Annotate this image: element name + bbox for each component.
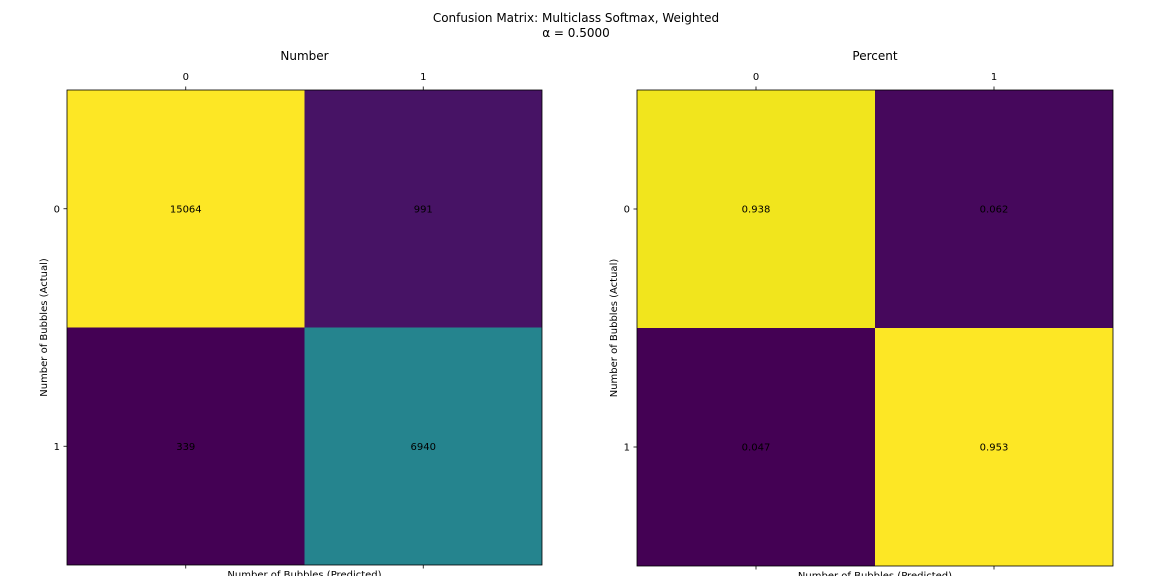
heatmap-cell-r1-c0 bbox=[67, 327, 305, 565]
figure-title: Confusion Matrix: Multiclass Softmax, We… bbox=[433, 11, 719, 25]
cell-value-label: 0.062 bbox=[980, 205, 1009, 216]
axes-frame bbox=[636, 89, 1114, 567]
cell-value-label: 0.047 bbox=[742, 443, 771, 454]
y-axis-label: Number of Bubbles (Actual) bbox=[609, 259, 620, 398]
axes-frame bbox=[66, 89, 543, 566]
heatmap-panel-percent: 0.938 0.062 0.047 0.953 0 1 0 1 Percent Number of… bbox=[609, 49, 1114, 576]
x-axis-label: Number of Bubbles (Predicted) bbox=[227, 570, 381, 576]
cell-value-label: 6940 bbox=[411, 442, 436, 453]
heatmap-cell-r0-c0 bbox=[67, 90, 305, 328]
cell-value-label: 991 bbox=[414, 204, 433, 215]
cell-value-label: 0.953 bbox=[980, 443, 1009, 454]
y-tick-label: 0 bbox=[54, 204, 60, 215]
heatmap-panel-number: 15064 991 339 6940 0 1 0 1 Number Number of Bubbl… bbox=[39, 49, 543, 576]
heatmap-cell-r1-c1 bbox=[875, 328, 1113, 566]
x-tick-label: 1 bbox=[420, 72, 426, 83]
x-tick-label: 0 bbox=[183, 72, 189, 83]
subplot-title: Number bbox=[280, 49, 328, 63]
cell-value-label: 339 bbox=[176, 442, 195, 453]
x-tick-label: 1 bbox=[991, 72, 997, 83]
y-tick-label: 1 bbox=[54, 442, 60, 453]
y-tick-label: 0 bbox=[624, 205, 630, 216]
heatmap-cell-r0-c1 bbox=[304, 90, 542, 328]
x-axis-label: Number of Bubbles (Predicted) bbox=[798, 571, 952, 576]
figure-subtitle-alpha: α = 0.5000 bbox=[542, 26, 610, 40]
subplot-title: Percent bbox=[852, 49, 897, 63]
cell-value-label: 15064 bbox=[170, 204, 202, 215]
x-tick-label: 0 bbox=[753, 72, 759, 83]
heatmap-cell-r1-c0 bbox=[637, 328, 875, 566]
heatmap-cell-r1-c1 bbox=[304, 327, 542, 565]
y-axis-label: Number of Bubbles (Actual) bbox=[39, 258, 50, 397]
cell-value-label: 0.938 bbox=[742, 205, 771, 216]
heatmap-cell-r0-c0 bbox=[637, 90, 875, 328]
y-tick-label: 1 bbox=[624, 443, 630, 454]
heatmap-cell-r0-c1 bbox=[875, 90, 1113, 328]
